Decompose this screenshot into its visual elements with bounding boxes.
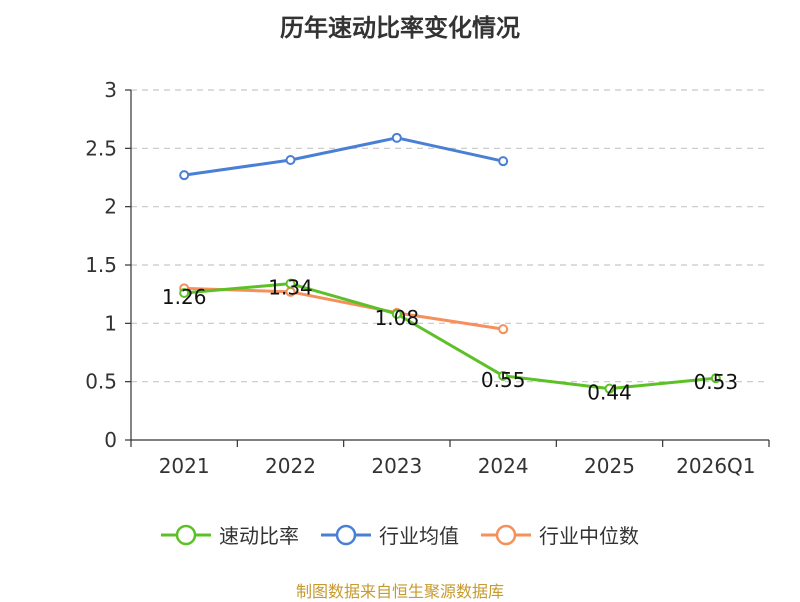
- series-line: [183, 136, 504, 177]
- legend-label-quick-ratio: 速动比率: [219, 524, 299, 548]
- y-tick-label: 1.5: [85, 253, 117, 277]
- series-line: [184, 286, 504, 331]
- y-tick-label: 2: [104, 195, 117, 219]
- legend-swatch-industry-average: [321, 524, 371, 545]
- legend-item-industry-median[interactable]: 行业中位数: [481, 520, 639, 549]
- data-point: [285, 155, 296, 165]
- chart-title: 历年速动比率变化情况: [280, 14, 520, 42]
- data-point: [498, 324, 509, 335]
- data-point: [179, 170, 190, 181]
- x-tick-label: 2024: [478, 454, 529, 478]
- data-label: 1.34: [268, 276, 313, 300]
- x-tick-label: 2026Q1: [676, 454, 755, 478]
- data-label: 0.44: [587, 381, 632, 405]
- axes: 0 0.5 1 1.5 2 2.5 3 2021 2022 2023 2024 2025 2026Q1: [85, 78, 770, 478]
- series-group: [179, 132, 721, 394]
- y-tick-label: 0: [104, 428, 117, 452]
- legend-label-industry-median: 行业中位数: [539, 524, 639, 548]
- data-point: [710, 373, 721, 384]
- data-label: 0.55: [481, 368, 526, 392]
- source-note: 制图数据来自恒生聚源数据库: [295, 582, 504, 601]
- legend-swatch-industry-median: [481, 524, 531, 545]
- data-point: [285, 278, 296, 289]
- legend: 速动比率 行业均值 行业中位数: [0, 520, 800, 549]
- y-tick-label: 2.5: [85, 136, 117, 160]
- series-line: [184, 282, 716, 391]
- data-point: [604, 383, 615, 394]
- data-point: [391, 309, 402, 319]
- data-point: [179, 288, 190, 298]
- data-label: 1.08: [375, 306, 420, 330]
- legend-item-quick-ratio[interactable]: 速动比率: [161, 520, 299, 549]
- data-label: 1.26: [162, 285, 207, 309]
- data-point: [498, 156, 509, 167]
- legend-item-industry-average[interactable]: 行业均值: [321, 520, 459, 549]
- y-tick-label: 3: [104, 78, 117, 102]
- data-label: 0.53: [694, 370, 739, 394]
- grid-lines: [131, 89, 769, 383]
- x-tick-label: 2022: [265, 454, 316, 478]
- y-tick-label: 1: [104, 311, 117, 335]
- data-point: [498, 370, 509, 381]
- x-tick-label: 2025: [584, 454, 635, 478]
- x-tick-label: 2021: [159, 454, 210, 478]
- x-tick-label: 2023: [371, 454, 422, 478]
- data-point: [391, 132, 402, 143]
- y-tick-label: 0.5: [85, 370, 117, 394]
- legend-label-industry-average: 行业均值: [379, 524, 459, 548]
- legend-swatch-quick-ratio: [161, 524, 211, 545]
- data-labels: 1.26 1.34 1.08 0.55 0.44 0.53: [162, 276, 738, 405]
